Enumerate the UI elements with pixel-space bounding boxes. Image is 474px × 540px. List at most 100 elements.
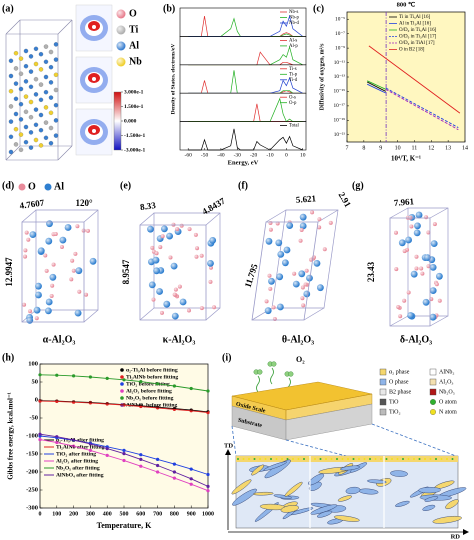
atom [424,458,426,460]
atom-shine [187,227,192,232]
y-tick-label: 10⁻¹⁷ [333,103,345,109]
legend-label: N atom [439,409,457,415]
molecule-label: O₂ [296,355,305,364]
atom-shine [75,267,83,275]
atom-shine [195,246,200,251]
atom [407,458,410,460]
atom [413,458,415,460]
atom-shine [154,251,159,256]
legend-label: O atom [439,399,457,405]
atom [391,458,393,460]
atom [48,95,54,100]
atom [33,137,39,143]
atom [23,63,29,69]
atom-shine [413,229,421,237]
atom-shine [34,316,39,321]
atom [325,458,327,460]
subplot-frame [179,92,307,122]
atom-shine [84,292,89,297]
legend-label: AlNbO₄ after fitting [56,472,104,478]
atom-shine [299,228,304,232]
atom [13,96,19,102]
atom-shine [158,245,163,250]
legend-label: Nb [129,56,142,67]
x-axis-label: Temperature, K [97,521,152,530]
lath [231,479,252,495]
atom-shine [64,224,72,231]
atom-shine [86,228,90,233]
atom-shine [432,222,437,227]
diffusion-arrow [270,367,274,385]
legend-label: Ti₂AlNb before fitting [126,374,178,380]
atom-shine [69,277,74,282]
y-tick-label: -250 [26,486,38,493]
cell-edge [265,209,287,223]
atom [363,458,366,460]
legend-shine [116,9,126,19]
axis-label: RD [451,533,461,540]
atom-shine [45,237,53,245]
atom-shine [264,307,272,315]
lattice-parameter: 4.7607 [19,197,45,210]
panel-label: (e) [120,180,131,191]
atom-shine [317,284,324,292]
legend-label: Ti-p [289,72,298,77]
atom [38,127,44,133]
panel-label: (g) [352,180,364,191]
x-tick-label: 9 [379,145,382,151]
fit-line [39,433,209,487]
atom-shine [402,298,407,303]
arrow-head [225,449,231,455]
legend-swatch [379,398,387,406]
lattice-parameter: 8.9547 [121,259,131,284]
atom [28,54,34,59]
y-tick-label: 50 [32,378,39,385]
atom-shine [147,225,154,233]
lattice-parameter: 8.33 [139,200,156,212]
y-tick-label: -50 [29,414,38,421]
lath [395,500,410,507]
lattice-parameter: 5.621 [295,193,317,205]
y-tick-label: 10⁻¹⁹ [333,118,345,124]
atom-shine [286,222,294,230]
legend-label: TiO₂ [389,409,401,415]
legend-label: Nb-s [289,10,298,15]
x-tick-label: -10 [266,152,274,158]
atom [33,92,39,97]
legend-label: O-p [289,101,297,106]
subplot-frame [179,7,307,37]
atom [28,99,34,105]
atom [38,82,44,87]
diffusion-arrow [256,375,260,393]
atom-shine [292,271,297,276]
atom [13,51,19,56]
atom-shine [426,264,431,269]
atom [446,458,448,460]
atom [38,143,44,148]
atom [23,79,29,84]
atom [341,458,344,460]
dos-line [188,51,303,66]
atom [38,112,44,118]
atom-shine [35,282,42,290]
legend-label: Total [289,124,299,129]
atom [28,130,34,135]
atom [53,42,59,47]
colorbar [113,91,122,151]
atom [33,107,39,112]
atom-shine [415,211,423,219]
atom [380,458,382,460]
panel-label: (a) [2,3,14,14]
density-core [92,129,96,133]
diffusivity-line [368,45,461,114]
legend-marker [120,396,124,400]
atom-shine [424,254,431,261]
cell-edge [5,19,21,35]
atom [48,110,54,116]
diffusivity-line [385,88,459,131]
atom-shine [171,312,179,320]
atom-shine [194,254,199,259]
atom-shine [310,210,315,215]
atom [43,44,49,49]
x-tick-label: 300 [86,511,95,517]
